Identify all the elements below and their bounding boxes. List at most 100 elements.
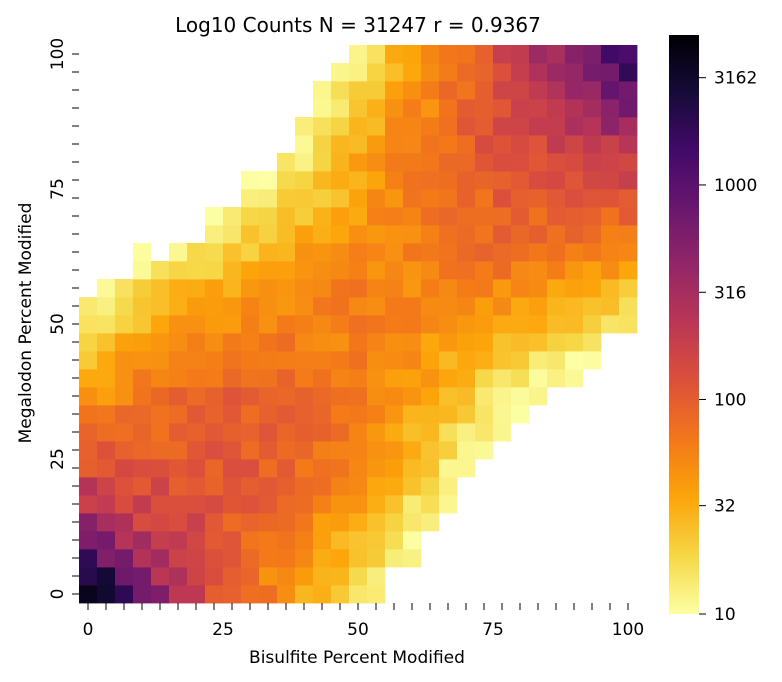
heatmap-cell <box>169 279 188 298</box>
heatmap-cell <box>367 315 386 334</box>
heatmap-cell <box>349 189 368 208</box>
heatmap-cell <box>205 513 224 532</box>
heatmap-cell <box>511 261 530 280</box>
heatmap-cell <box>295 171 314 190</box>
heatmap-cell <box>583 45 602 64</box>
heatmap-cell <box>403 279 422 298</box>
heatmap-cell <box>79 459 98 478</box>
heatmap-cell <box>331 171 350 190</box>
heatmap-cell <box>619 81 638 100</box>
heatmap-cell <box>511 279 530 298</box>
heatmap-cell <box>115 423 134 442</box>
chart-title: Log10 Counts N = 31247 r = 0.9367 <box>175 13 541 37</box>
heatmap-cell <box>115 459 134 478</box>
heatmap-cell <box>403 549 422 568</box>
heatmap-cell <box>457 387 476 406</box>
heatmap-cell <box>277 297 296 316</box>
colorbar-gradient <box>669 35 699 614</box>
heatmap-cell <box>421 423 440 442</box>
heatmap-cell <box>475 135 494 154</box>
heatmap-cell <box>169 405 188 424</box>
heatmap-cell <box>115 531 134 550</box>
heatmap-cell <box>439 369 458 388</box>
heatmap-cell <box>421 225 440 244</box>
heatmap-cell <box>547 369 566 388</box>
heatmap-cell <box>547 171 566 190</box>
heatmap-cell <box>223 495 242 514</box>
heatmap-cell <box>421 189 440 208</box>
heatmap-cell <box>421 153 440 172</box>
heatmap-cell <box>403 81 422 100</box>
heatmap-cell <box>475 405 494 424</box>
heatmap-cell <box>439 171 458 190</box>
heatmap-cell <box>313 189 332 208</box>
heatmap-cell <box>223 243 242 262</box>
heatmap-cell <box>403 513 422 532</box>
heatmap-cell <box>511 207 530 226</box>
heatmap-cell <box>403 315 422 334</box>
heatmap-cell <box>367 333 386 352</box>
heatmap-cell <box>439 387 458 406</box>
heatmap-cell <box>259 405 278 424</box>
heatmap-cell <box>241 351 260 370</box>
heatmap-cell <box>79 567 98 586</box>
heatmap-cell <box>115 549 134 568</box>
heatmap-cell <box>385 225 404 244</box>
heatmap-cell <box>385 117 404 136</box>
heatmap-cell <box>151 549 170 568</box>
heatmap-cell <box>295 207 314 226</box>
heatmap-cell <box>385 513 404 532</box>
heatmap-cell <box>313 567 332 586</box>
heatmap-cell <box>331 477 350 496</box>
heatmap-cell <box>583 225 602 244</box>
heatmap-cell <box>385 369 404 388</box>
heatmap-cell <box>295 459 314 478</box>
heatmap-cell <box>313 441 332 460</box>
heatmap-cell <box>331 297 350 316</box>
heatmap-cell <box>565 243 584 262</box>
heatmap-cell <box>403 531 422 550</box>
heatmap-cell <box>439 495 458 514</box>
heatmap-cell <box>457 279 476 298</box>
heatmap-cell <box>421 387 440 406</box>
heatmap-cell <box>349 405 368 424</box>
heatmap-cell <box>619 117 638 136</box>
heatmap-cell <box>475 297 494 316</box>
heatmap-cell <box>547 99 566 118</box>
heatmap-cell <box>349 441 368 460</box>
heatmap-cell <box>97 513 116 532</box>
heatmap-cell <box>133 585 152 604</box>
heatmap-cell <box>241 315 260 334</box>
heatmap-cell <box>367 531 386 550</box>
colorbar-tick-label: 316 <box>714 283 746 303</box>
heatmap-cell <box>295 243 314 262</box>
colorbar-tick-label: 100 <box>714 390 746 410</box>
heatmap-cell <box>205 243 224 262</box>
heatmap-cell <box>547 153 566 172</box>
heatmap-cell <box>97 441 116 460</box>
heatmap-cell <box>223 423 242 442</box>
heatmap-cell <box>457 63 476 82</box>
heatmap-cell <box>79 333 98 352</box>
heatmap-cell <box>385 297 404 316</box>
heatmap-cell <box>205 459 224 478</box>
heatmap-cell <box>439 135 458 154</box>
heatmap-cell <box>619 207 638 226</box>
heatmap-cell <box>331 441 350 460</box>
heatmap-cell <box>133 387 152 406</box>
heatmap-cell <box>79 495 98 514</box>
heatmap-cell <box>403 135 422 154</box>
heatmap-cell <box>331 315 350 334</box>
heatmap-cell <box>385 477 404 496</box>
heatmap-cell <box>331 81 350 100</box>
heatmap-cell <box>367 585 386 604</box>
heatmap-cell <box>529 189 548 208</box>
heatmap-cell <box>295 585 314 604</box>
heatmap-cell <box>583 351 602 370</box>
heatmap-cell <box>133 423 152 442</box>
heatmap-cell <box>169 423 188 442</box>
heatmap-cell <box>403 369 422 388</box>
heatmap-cell <box>601 45 620 64</box>
heatmap-cell <box>367 513 386 532</box>
heatmap-cell <box>241 387 260 406</box>
